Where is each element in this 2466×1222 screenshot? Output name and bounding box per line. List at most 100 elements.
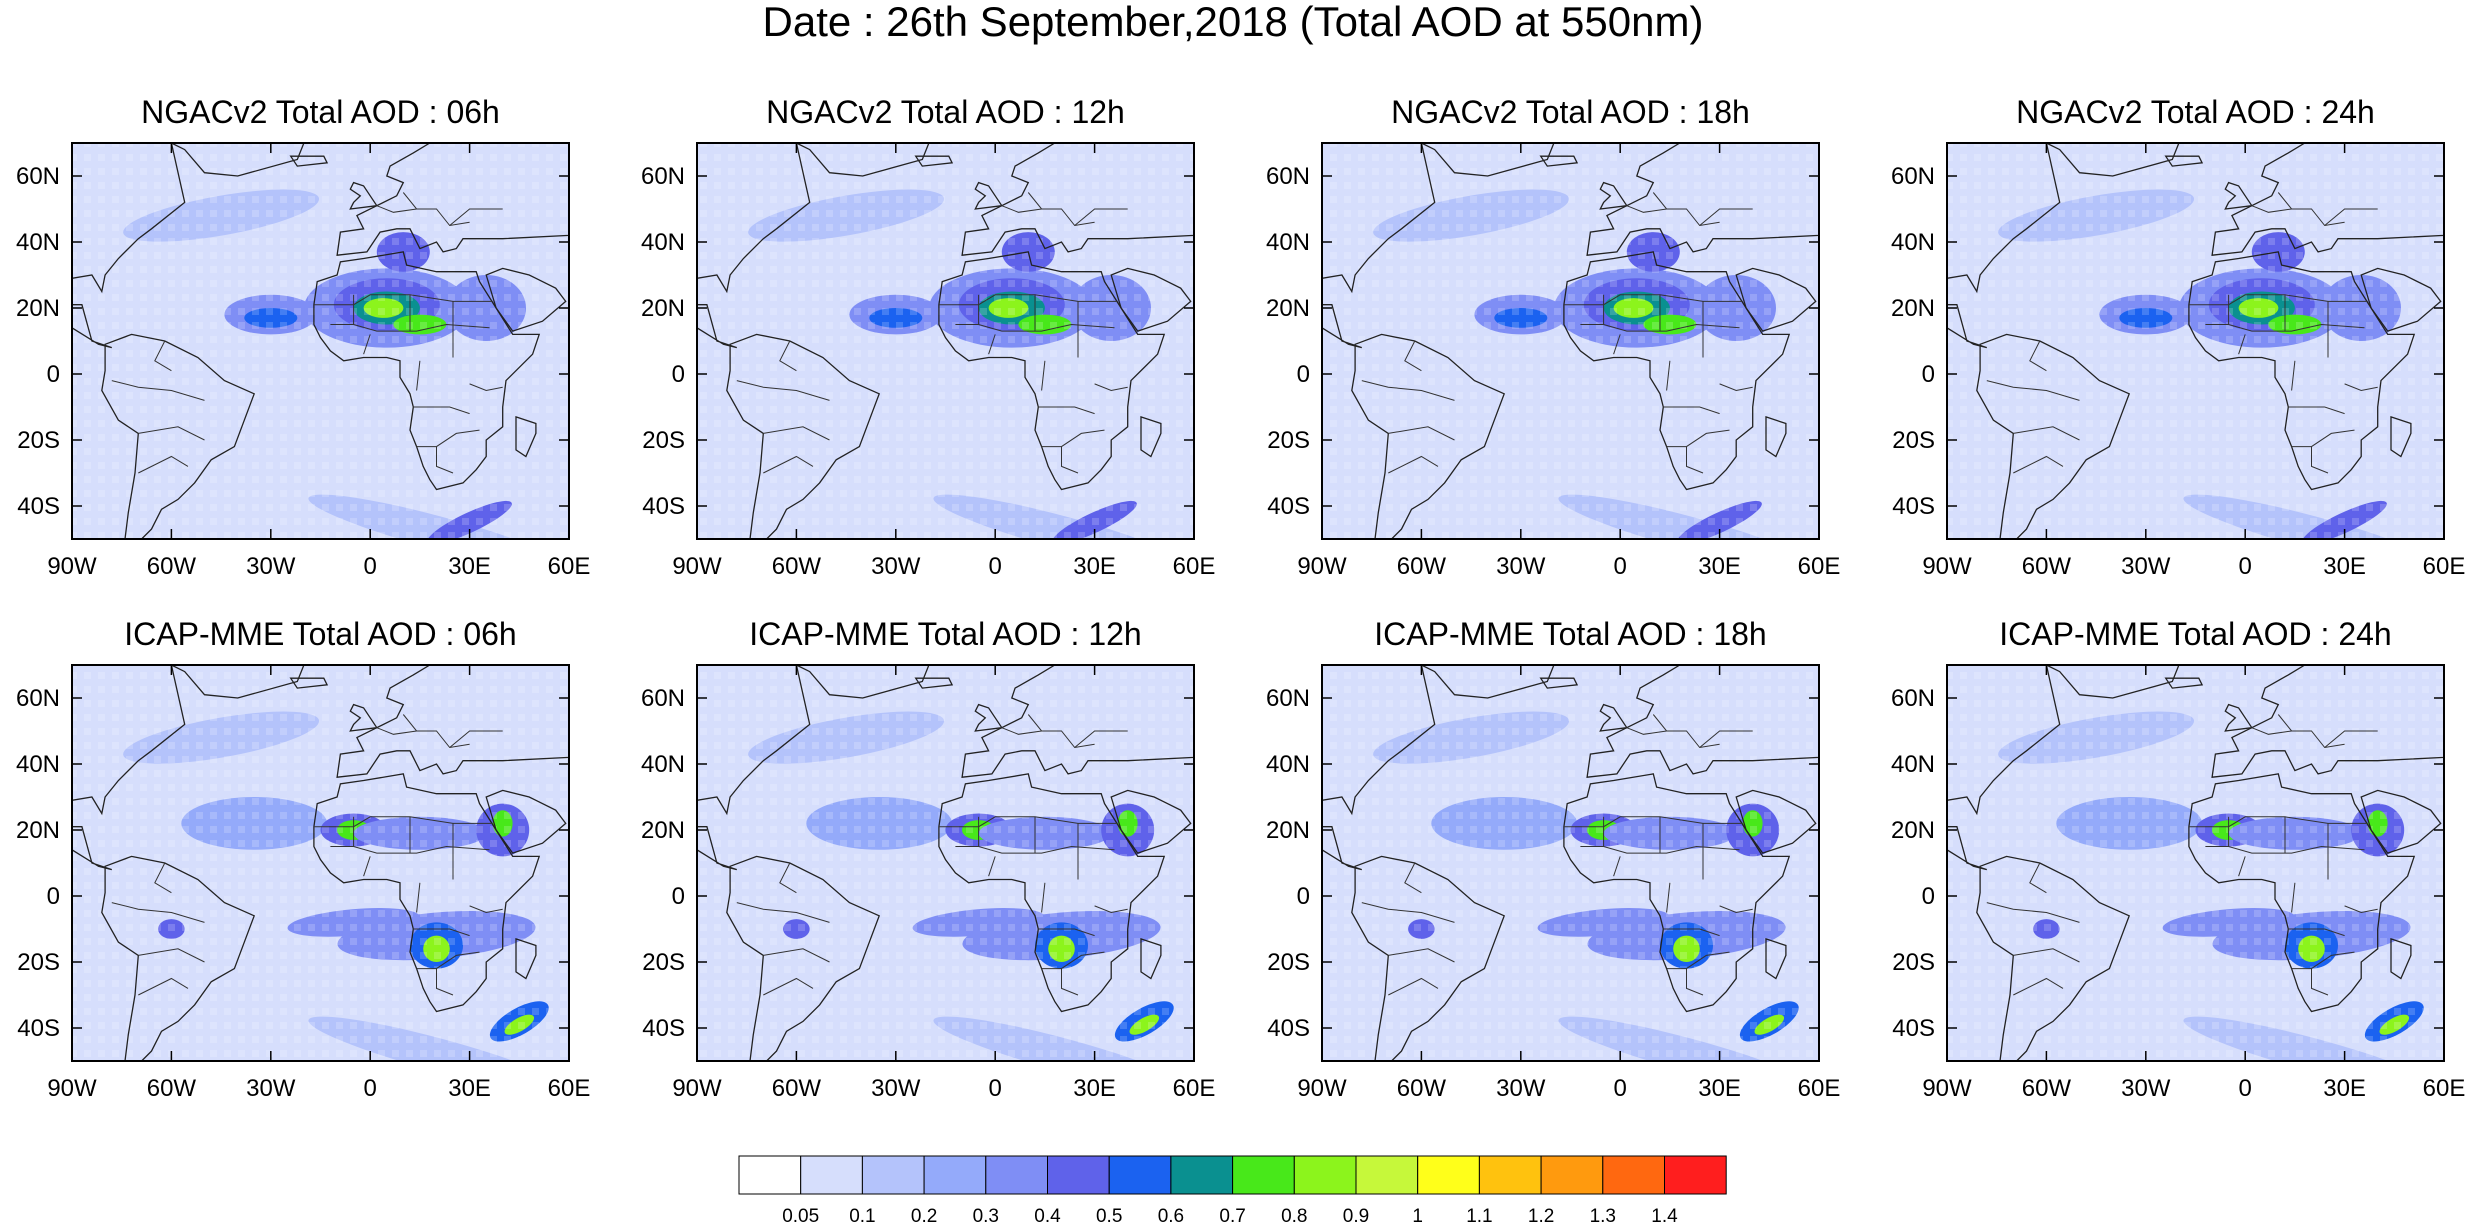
country-border: [1666, 429, 1730, 448]
lat-tick-label: 40S: [1267, 1015, 1310, 1042]
country-border: [1041, 882, 1046, 913]
colorbar-box: [1355, 1155, 1419, 1195]
lat-tick-label: 0: [47, 883, 60, 910]
coastline: [1563, 773, 1791, 1013]
country-border: [469, 905, 503, 914]
country-border: [1001, 205, 1042, 213]
colorbar-box: [1293, 1155, 1357, 1195]
country-border: [1061, 968, 1079, 996]
coastline: [72, 304, 113, 349]
colorbar-tick-label: 0.3: [973, 1206, 999, 1222]
colorbar-box: [1108, 1155, 1172, 1195]
colorbar-tick-label: 0.9: [1343, 1206, 1369, 1222]
country-border: [2277, 192, 2345, 227]
country-border: [2288, 406, 2345, 415]
coastline: [1976, 855, 2131, 1061]
lon-tick-label: 0: [2239, 1075, 2252, 1102]
colorbar-box: [738, 1155, 802, 1195]
lat-tick-label: 20N: [1266, 817, 1310, 844]
country-border: [154, 862, 172, 894]
country-border: [413, 406, 470, 415]
coastline: [2224, 703, 2253, 732]
lon-tick-label: 0: [1614, 553, 1627, 580]
lon-tick-label: 30W: [246, 553, 296, 580]
coastline: [1586, 665, 1819, 778]
lon-tick-label: 0: [364, 553, 377, 580]
coastline: [974, 703, 1003, 732]
lon-tick-label: 30E: [1073, 1075, 1116, 1102]
panel-title: ICAP-MME Total AOD : 24h: [1999, 616, 2391, 652]
lon-tick-label: 60W: [147, 553, 197, 580]
coastline: [2224, 181, 2253, 210]
country-border: [988, 334, 996, 355]
lon-tick-label: 0: [2239, 553, 2252, 580]
panel-title: NGACv2 Total AOD : 18h: [1391, 94, 1750, 130]
country-border: [111, 380, 205, 401]
lat-tick-label: 20S: [642, 427, 685, 454]
lon-tick-label: 30W: [871, 553, 921, 580]
country-border: [154, 340, 172, 372]
map-panel: NGACv2 Total AOD : 24h 90W 60W 30W 0 30E 60E 60…: [1891, 94, 2466, 580]
coastline: [961, 665, 1194, 778]
country-border: [1041, 951, 1105, 970]
map-panel: ICAP-MME Total AOD : 06h 90W 60W 30W 0 30E 60E…: [16, 616, 590, 1102]
coastline: [1110, 789, 1192, 854]
colorbar-box: [1664, 1155, 1727, 1195]
coastline: [1563, 251, 1791, 491]
country-border: [1027, 714, 1095, 749]
country-border: [763, 977, 814, 996]
country-border: [1041, 429, 1105, 448]
colorbar-tick-label: 1.2: [1528, 1206, 1554, 1222]
panel-title: NGACv2 Total AOD : 12h: [766, 94, 1125, 130]
map-panel: ICAP-MME Total AOD : 18h 90W 60W 30W 0 30E 60E…: [1266, 616, 1840, 1102]
coastline: [1140, 937, 1162, 980]
country-border: [2205, 845, 2365, 854]
map-frame: [1946, 664, 2445, 1062]
country-border: [138, 948, 205, 963]
country-border: [1663, 928, 1720, 937]
coastline: [697, 143, 811, 294]
lat-tick-label: 60N: [1266, 163, 1310, 190]
lat-tick-label: 60N: [16, 163, 60, 190]
country-border: [1666, 882, 1671, 913]
lon-tick-label: 60E: [2423, 553, 2466, 580]
country-border: [2029, 862, 2047, 894]
country-border: [2291, 429, 2355, 448]
coastline: [485, 789, 567, 854]
country-border: [376, 727, 417, 735]
coastline: [726, 333, 881, 539]
map-panel: NGACv2 Total AOD : 12h 90W 60W 30W 0 30E 60E 60…: [641, 94, 1215, 580]
colorbar-box: [861, 1155, 925, 1195]
colorbar-box: [1602, 1155, 1666, 1195]
country-border: [955, 845, 1115, 854]
coastline: [1947, 304, 1988, 349]
coastline: [2390, 415, 2412, 458]
lat-tick-label: 40N: [1266, 229, 1310, 256]
country-border: [1986, 380, 2080, 401]
lat-tick-label: 0: [672, 883, 685, 910]
coastline: [697, 304, 738, 349]
country-border: [1652, 714, 1720, 749]
country-border: [1404, 862, 1422, 894]
coastline: [2360, 789, 2442, 854]
lat-tick-label: 60N: [641, 685, 685, 712]
coastline: [1976, 333, 2131, 539]
country-border: [1626, 205, 1667, 213]
country-border: [402, 714, 470, 749]
colorbar-box: [1232, 1155, 1295, 1195]
country-border: [988, 856, 996, 877]
lon-tick-label: 60E: [1798, 553, 1841, 580]
lon-tick-label: 90W: [47, 1075, 97, 1102]
colorbar-box: [1047, 1155, 1110, 1195]
coastline: [938, 773, 1166, 1013]
coastline: [726, 855, 881, 1061]
lon-tick-label: 30W: [871, 1075, 921, 1102]
country-border: [416, 360, 421, 391]
country-border: [763, 455, 814, 474]
country-border: [2013, 426, 2080, 441]
coastline: [2164, 677, 2204, 689]
coastline: [72, 826, 113, 871]
coastline: [1947, 665, 2061, 816]
coastline: [289, 677, 329, 689]
lon-tick-label: 90W: [672, 553, 722, 580]
